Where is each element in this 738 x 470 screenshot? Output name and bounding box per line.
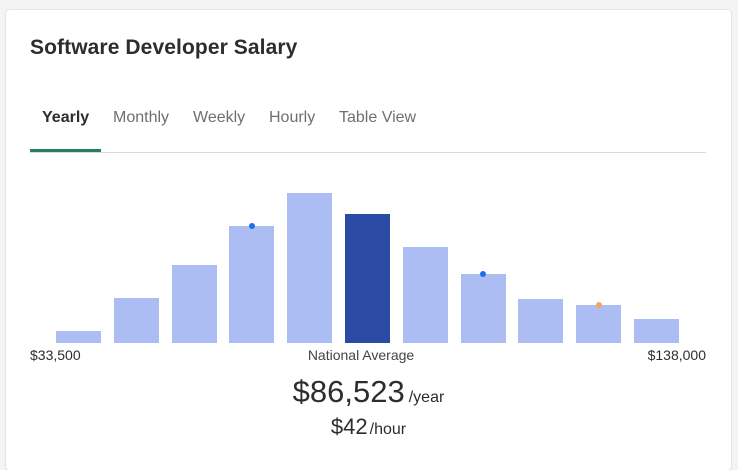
tab-table-view[interactable]: Table View	[339, 109, 417, 126]
salary-card: Software Developer Salary Yearly Monthly…	[6, 10, 731, 470]
average-hourly-unit: /hour	[369, 421, 407, 438]
salary-distribution-chart	[6, 160, 731, 360]
salary-marker-dot	[596, 302, 602, 308]
card-title: Software Developer Salary	[30, 36, 298, 59]
histogram-bar	[172, 265, 217, 343]
average-hourly-value: $42	[330, 414, 368, 439]
active-tab-indicator	[30, 149, 101, 152]
histogram-bar	[345, 214, 390, 343]
histogram-bar	[461, 274, 506, 343]
tab-weekly[interactable]: Weekly	[193, 109, 246, 126]
period-tabs: Yearly Monthly Weekly Hourly Table View	[30, 98, 706, 153]
range-max-label: $138,000	[647, 347, 706, 363]
histogram-bar	[518, 299, 563, 343]
histogram-bar	[229, 226, 274, 343]
histogram-bar	[114, 298, 159, 343]
tab-hourly[interactable]: Hourly	[269, 109, 316, 126]
salary-marker-dot	[249, 223, 255, 229]
histogram-bar	[634, 319, 679, 343]
histogram-bar	[287, 193, 332, 343]
average-yearly-unit: /year	[408, 389, 445, 406]
average-yearly-value: $86,523	[292, 374, 405, 409]
tab-yearly[interactable]: Yearly	[42, 109, 90, 126]
salary-marker-dot	[480, 271, 486, 277]
average-yearly: $86,523/year	[6, 374, 731, 410]
histogram-bar	[576, 305, 621, 343]
range-min-label: $33,500	[30, 347, 81, 363]
tab-monthly[interactable]: Monthly	[113, 109, 170, 126]
histogram-bar	[403, 247, 448, 343]
national-average-label: National Average	[307, 347, 415, 363]
histogram-bar	[56, 331, 101, 343]
average-hourly: $42/hour	[6, 414, 731, 440]
